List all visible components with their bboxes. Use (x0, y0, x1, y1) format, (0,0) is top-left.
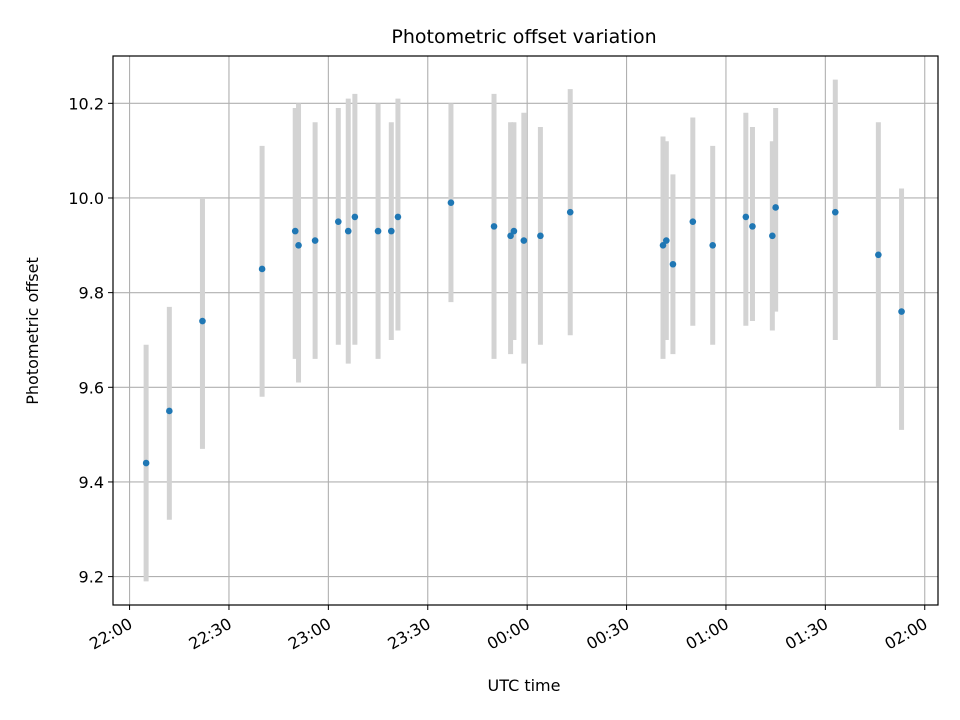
data-point (537, 232, 544, 240)
data-point (663, 237, 670, 244)
data-point (351, 213, 359, 221)
data-points (142, 199, 905, 467)
data-point (311, 237, 319, 244)
data-point (295, 242, 302, 249)
data-point (344, 227, 352, 235)
data-point (520, 237, 528, 244)
data-point (566, 208, 574, 216)
data-point (875, 251, 882, 259)
data-point (689, 218, 697, 225)
x-axis-title: UTC time (488, 676, 561, 695)
data-point (742, 213, 750, 221)
data-point (709, 242, 716, 249)
chart-title: Photometric offset variation (391, 26, 656, 48)
data-point (291, 227, 299, 235)
plot-frame (112, 55, 939, 606)
data-point (258, 265, 266, 273)
data-point (772, 204, 779, 211)
data-point (831, 208, 839, 216)
y-tick-label: 10.0 (68, 189, 104, 208)
data-point (510, 227, 518, 235)
data-point (507, 232, 514, 240)
data-point (166, 407, 173, 415)
y-axis-title: Photometric offset (23, 257, 42, 405)
data-point (749, 223, 756, 230)
y-tick-label: 9.2 (79, 568, 104, 587)
data-point (490, 223, 498, 230)
data-point (898, 308, 905, 315)
y-axis-ticks: 9.2 9.4 9.6 9.8 10.0 10.2 (68, 94, 113, 587)
data-point (659, 242, 667, 249)
data-point (335, 218, 342, 225)
data-point (388, 227, 395, 235)
data-point (394, 213, 402, 221)
data-point (374, 227, 382, 235)
data-point (142, 459, 150, 467)
data-point (199, 317, 206, 325)
data-point (447, 199, 455, 207)
data-point (769, 232, 776, 240)
data-point (669, 260, 677, 268)
y-tick-label: 10.2 (68, 94, 104, 113)
y-tick-label: 9.6 (79, 378, 104, 397)
y-tick-label: 9.4 (79, 473, 104, 492)
y-tick-label: 9.8 (79, 284, 104, 303)
